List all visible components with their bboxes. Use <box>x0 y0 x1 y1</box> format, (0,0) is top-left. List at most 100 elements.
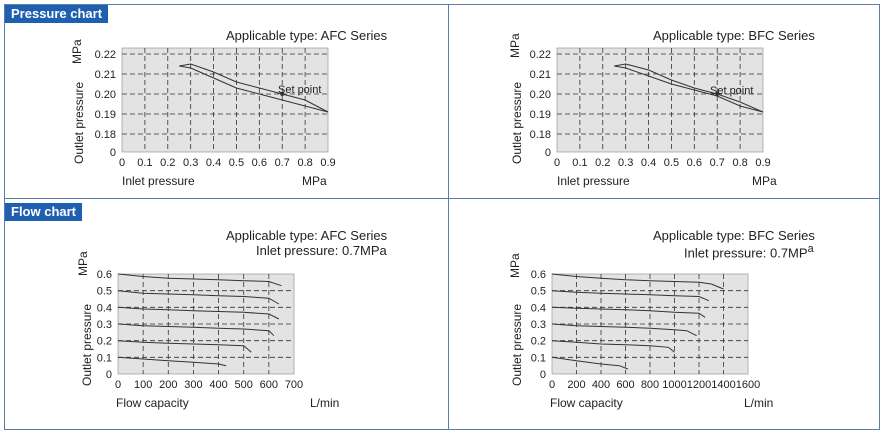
chart-subtitle-sup: a <box>807 243 814 255</box>
x-axis-label: Inlet pressure <box>557 174 630 188</box>
x-tick-label: 700 <box>285 379 303 391</box>
y-axis-unit: MPa <box>70 39 84 64</box>
chart-subtitle: Inlet pressure: 0.7MPa <box>256 243 387 258</box>
y-tick-label: 0.22 <box>95 49 116 61</box>
x-tick-label: 200 <box>159 379 177 391</box>
series-line <box>117 323 275 337</box>
x-tick-label: 600 <box>260 379 278 391</box>
plot-area <box>121 47 329 153</box>
chart-frame <box>4 4 880 430</box>
y-tick-label: 0.3 <box>97 319 112 331</box>
x-tick-label: 800 <box>641 379 659 391</box>
y-axis-label: Outlet pressure <box>80 303 94 386</box>
chart-subtitle: Inlet pressure: 0.7MPa <box>684 243 814 260</box>
series-line <box>551 290 709 302</box>
x-tick-label: 300 <box>184 379 202 391</box>
flow-chart-label: Flow chart <box>5 203 83 221</box>
x-tick-label: 500 <box>235 379 253 391</box>
x-tick-label: 0.1 <box>137 157 152 169</box>
plot-area <box>556 47 764 153</box>
x-axis-unit: L/min <box>310 396 340 410</box>
pressure-chart-bfc-plot: 0 0.1 0.2 0.3 0.4 0.5 0.6 0.7 0.8 0.9 0 0.18 0.19 0.2… <box>530 47 771 169</box>
x-tick-label: 200 <box>567 379 585 391</box>
y-tick-label: 0.19 <box>95 109 116 121</box>
series-line <box>551 273 724 290</box>
set-point-marker <box>280 92 285 96</box>
x-tick-label: 1400 <box>711 379 735 391</box>
y-tick-label: 0.2 <box>531 336 546 348</box>
chart-title: Applicable type: AFC Series <box>226 228 388 243</box>
x-tick-label: 1000 <box>662 379 686 391</box>
x-tick-label: 0.2 <box>595 157 610 169</box>
series-line <box>117 290 280 305</box>
set-point-annotation: Set point <box>710 85 754 97</box>
y-tick-label: 0.21 <box>530 69 551 81</box>
series-line <box>117 356 227 367</box>
set-point-marker <box>715 92 720 96</box>
x-tick-label: 0.3 <box>618 157 633 169</box>
x-tick-label: 100 <box>134 379 152 391</box>
x-tick-label: 0 <box>119 157 125 169</box>
y-tick-label: 0.21 <box>95 69 116 81</box>
chart-title: Applicable type: AFC Series <box>226 28 388 43</box>
series-line <box>117 273 282 287</box>
x-tick-label: 0.7 <box>710 157 725 169</box>
series-line <box>551 356 629 370</box>
y-axis-label: Outlet pressure <box>510 303 524 386</box>
y-tick-label: 0.1 <box>97 352 112 364</box>
x-axis-unit: MPa <box>752 174 777 188</box>
chart-title: Applicable type: BFC Series <box>653 228 815 243</box>
x-tick-label: 600 <box>616 379 634 391</box>
x-tick-label: 0.1 <box>572 157 587 169</box>
x-tick-label: 0.4 <box>206 157 221 169</box>
x-axis-label: Flow capacity <box>550 396 623 410</box>
series-line <box>614 65 764 113</box>
series-line <box>117 340 252 353</box>
x-tick-label: 0.3 <box>183 157 198 169</box>
column-divider <box>448 4 449 430</box>
x-tick-label: 1200 <box>687 379 711 391</box>
x-tick-label: 0.8 <box>732 157 747 169</box>
flow-chart-afc-plot: 0 100 200 300 400 500 600 700 0 0.1 0.2 0.3 0.4 0.5 0.… <box>97 269 303 391</box>
series-line <box>551 323 697 337</box>
series-line <box>614 63 764 113</box>
flow-chart-bfc: 0 200 400 600 800 1000 1200 1400 1600 0 0.1 0.2 0.3 0… <box>440 216 880 430</box>
x-tick-label: 0.2 <box>160 157 175 169</box>
x-tick-label: 0.7 <box>275 157 290 169</box>
series-line <box>179 65 329 113</box>
y-axis-unit: MPa <box>76 251 90 276</box>
x-tick-label: 400 <box>592 379 610 391</box>
series-line <box>551 306 706 318</box>
x-tick-label: 0.6 <box>687 157 702 169</box>
x-tick-label: 0 <box>549 379 555 391</box>
y-tick-label: 0.20 <box>530 89 551 101</box>
y-tick-label: 0.4 <box>531 302 546 314</box>
y-tick-label: 0 <box>540 369 546 381</box>
y-tick-label: 0.18 <box>530 129 551 141</box>
x-axis-label: Inlet pressure <box>122 174 195 188</box>
series-line <box>551 340 675 353</box>
x-axis-label: Flow capacity <box>116 396 189 410</box>
series-line <box>179 63 329 113</box>
pressure-chart-label: Pressure chart <box>5 5 109 23</box>
y-tick-label: 0.5 <box>97 286 112 298</box>
x-axis-unit: MPa <box>302 174 327 188</box>
chart-subtitle-text: Inlet pressure: 0.7MP <box>684 245 808 261</box>
x-tick-label: 1600 <box>736 379 760 391</box>
x-tick-label: 0.5 <box>664 157 679 169</box>
y-tick-label: 0 <box>545 147 551 159</box>
flow-chart-afc: 0 100 200 300 400 500 600 700 0 0.1 0.2 0.3 0.4 0.5 0.… <box>6 216 446 430</box>
y-axis-label: Outlet pressure <box>72 81 86 164</box>
y-axis-label: Outlet pressure <box>510 81 524 164</box>
y-tick-label: 0.4 <box>97 302 112 314</box>
chart-title: Applicable type: BFC Series <box>653 28 815 43</box>
y-tick-label: 0.18 <box>95 129 116 141</box>
y-tick-label: 0.2 <box>97 336 112 348</box>
x-tick-label: 0.8 <box>297 157 312 169</box>
x-tick-label: 0.5 <box>229 157 244 169</box>
x-axis-unit: L/min <box>744 396 774 410</box>
y-tick-label: 0.1 <box>531 352 546 364</box>
y-tick-label: 0.5 <box>531 286 546 298</box>
y-tick-label: 0.22 <box>530 49 551 61</box>
x-tick-label: 0.6 <box>252 157 267 169</box>
